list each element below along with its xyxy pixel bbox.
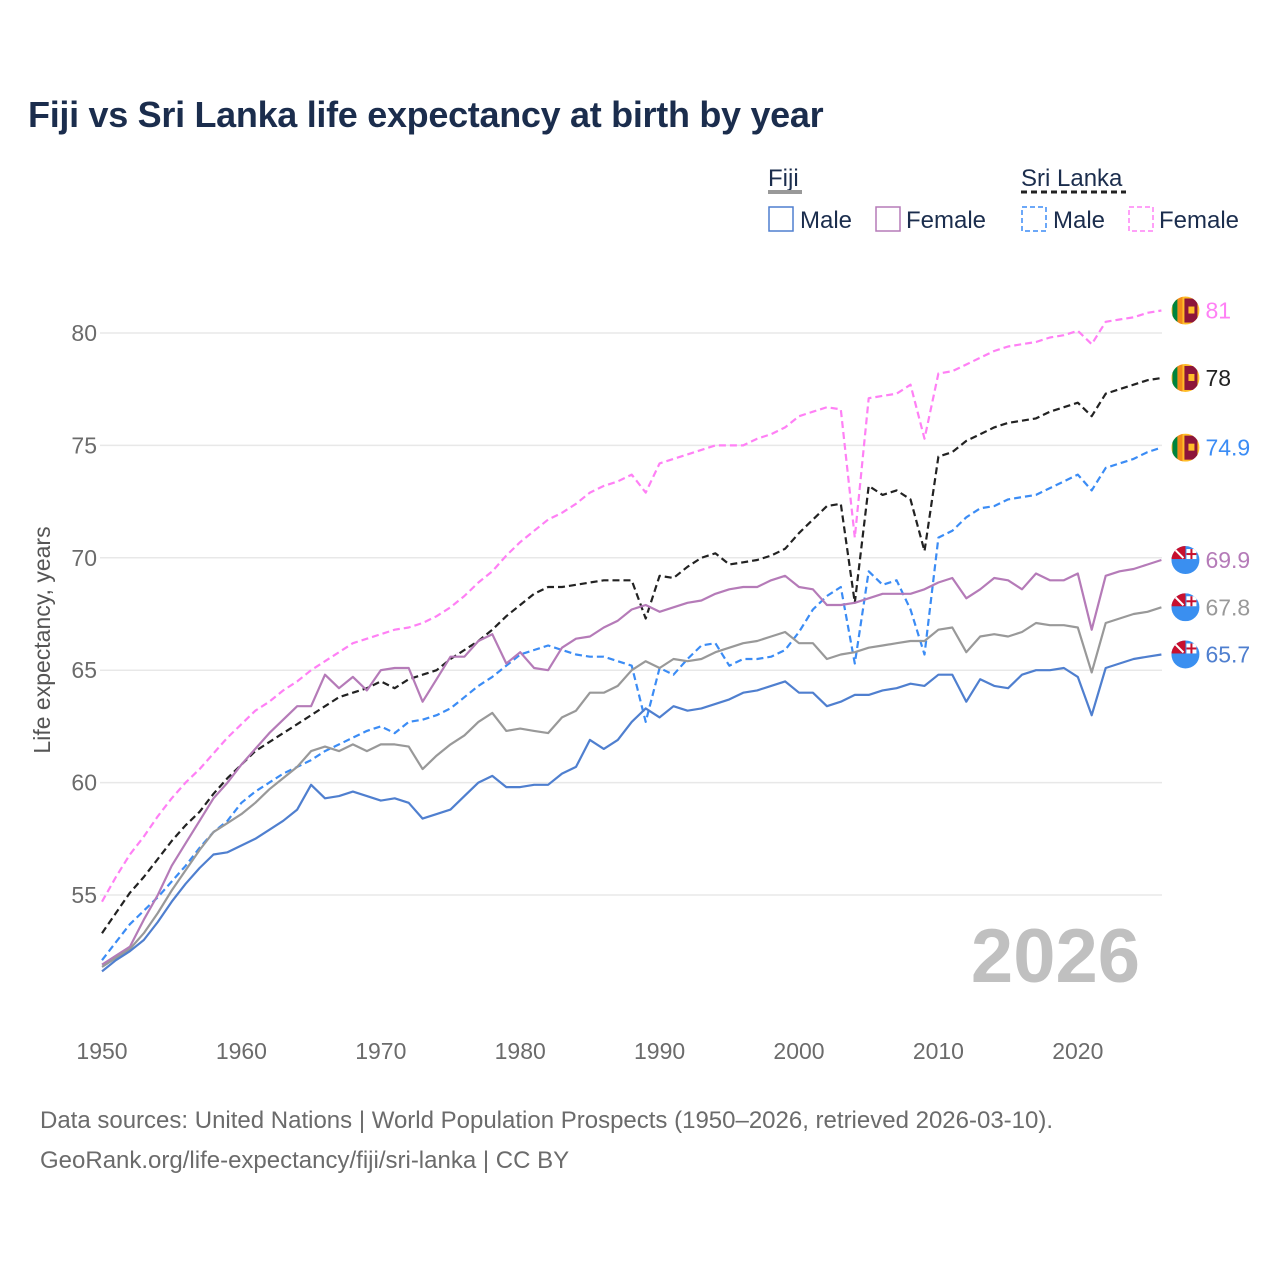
x-tick-label: 2000 <box>773 1038 824 1064</box>
end-value-label: 78 <box>1205 365 1231 391</box>
sri-lanka-flag-icon <box>1171 296 1200 325</box>
y-tick-label: 70 <box>71 545 97 571</box>
data-source-line: Data sources: United Nations | World Pop… <box>40 1107 1054 1134</box>
end-value-label: 67.8 <box>1205 594 1250 620</box>
y-tick-label: 80 <box>71 320 97 346</box>
flag-shield-cross-h <box>1186 600 1197 603</box>
legend-fiji-male-swatch <box>768 206 794 232</box>
legend-fiji-female[interactable]: Female <box>906 207 986 234</box>
flag-orange-stripe <box>1177 433 1183 462</box>
series-line-fiji <box>101 606 1162 968</box>
flag-shield-cross-h <box>1186 647 1197 650</box>
legend-fiji-male[interactable]: Male <box>800 207 852 234</box>
legend-sri-lanka-male[interactable]: Male <box>1053 207 1105 234</box>
source-link[interactable]: GeoRank.org/life-expectancy/fiji/sri-lan… <box>40 1147 570 1174</box>
flag-lion <box>1188 443 1195 451</box>
fiji-flag-icon <box>1171 640 1200 669</box>
x-tick-label: 2010 <box>913 1038 964 1064</box>
flag-lion <box>1188 306 1195 314</box>
fiji-flag-icon <box>1171 593 1200 622</box>
sri-lanka-flag-icon <box>1171 363 1200 392</box>
legend-sri-lanka-female-swatch <box>1128 206 1154 232</box>
end-value-label: 65.7 <box>1205 641 1250 667</box>
flag-orange-stripe <box>1177 296 1183 325</box>
current-year-watermark: 2026 <box>971 914 1140 999</box>
flag-body <box>1171 546 1200 575</box>
chart-title: Fiji vs Sri Lanka life expectancy at bir… <box>28 94 824 135</box>
end-value-label: 69.9 <box>1205 547 1250 573</box>
legend-sri-lanka-male-swatch <box>1021 206 1047 232</box>
x-tick-label: 1950 <box>76 1038 127 1064</box>
flag-lion <box>1188 373 1195 381</box>
sri-lanka-flag-icon <box>1171 433 1200 462</box>
y-tick-label: 55 <box>71 882 97 908</box>
y-axis-label: Life expectancy, years <box>29 526 55 753</box>
y-tick-label: 65 <box>71 657 97 683</box>
flag-body <box>1171 296 1200 325</box>
flag-green-stripe <box>1172 296 1178 325</box>
y-tick-label: 75 <box>71 432 97 458</box>
series-line-sri-lanka <box>101 376 1162 934</box>
flag-body <box>1171 640 1200 669</box>
series-line-sri-lanka-male <box>101 446 1162 961</box>
x-tick-label: 2020 <box>1052 1038 1103 1064</box>
series-line-fiji-male <box>101 653 1162 973</box>
flag-body <box>1171 593 1200 622</box>
end-value-label: 74.9 <box>1205 435 1250 461</box>
y-tick-label: 60 <box>71 770 97 796</box>
fiji-flag-icon <box>1171 546 1200 575</box>
legend-fiji-female-swatch <box>875 206 901 232</box>
flag-green-stripe <box>1172 433 1178 462</box>
x-tick-label: 1960 <box>216 1038 267 1064</box>
series-line-sri-lanka-female <box>101 309 1162 903</box>
legend-group-fiji[interactable]: Fiji <box>768 165 799 192</box>
x-tick-label: 1980 <box>495 1038 546 1064</box>
flag-body <box>1171 363 1200 392</box>
x-tick-label: 1990 <box>634 1038 685 1064</box>
flag-shield-cross-h <box>1186 553 1197 556</box>
legend-sri-lanka-female[interactable]: Female <box>1159 207 1239 234</box>
x-tick-label: 1970 <box>355 1038 406 1064</box>
flag-body <box>1171 433 1200 462</box>
legend-group-sri-lanka[interactable]: Sri Lanka <box>1021 165 1123 192</box>
series-line-fiji-female <box>101 558 1162 966</box>
end-value-label: 81 <box>1205 298 1231 324</box>
flag-orange-stripe <box>1177 363 1183 392</box>
flag-green-stripe <box>1172 363 1178 392</box>
legend: Fiji Male Female Sri Lanka Male Female <box>768 165 1239 234</box>
